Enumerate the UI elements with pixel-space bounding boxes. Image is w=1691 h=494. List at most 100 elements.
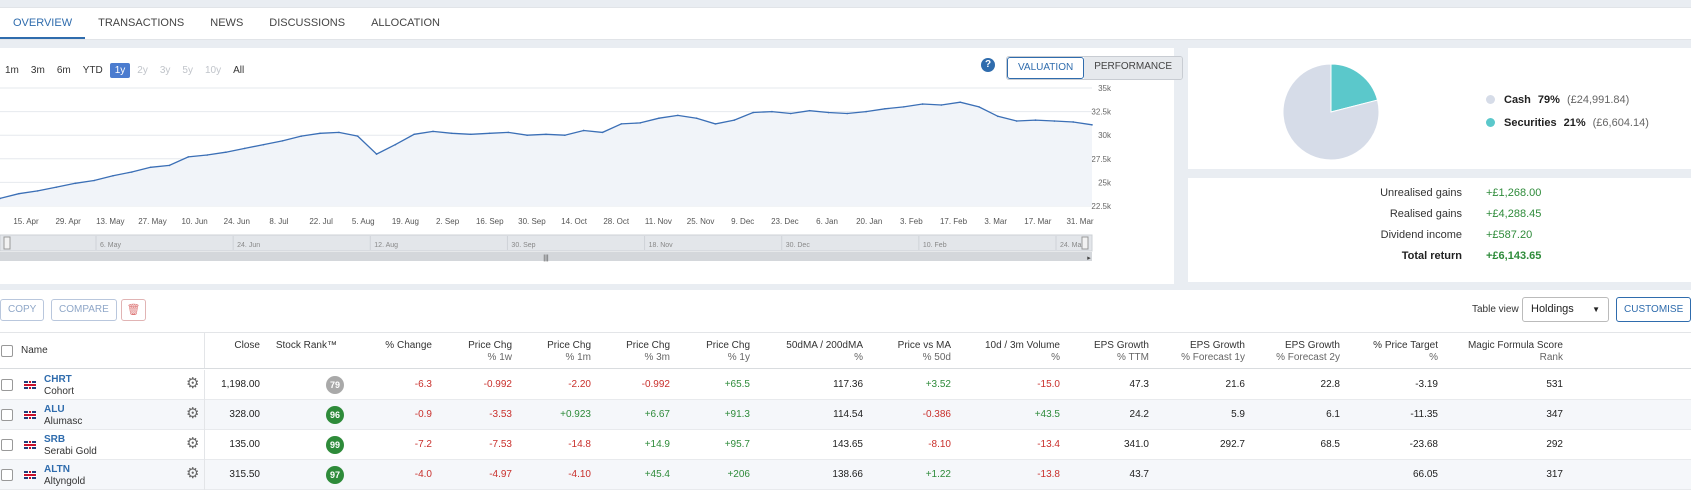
data-point xyxy=(733,119,736,121)
delete-button[interactable]: 🗑 xyxy=(121,299,146,321)
data-point xyxy=(394,143,397,146)
row-checkbox[interactable] xyxy=(1,439,13,451)
ticker-link[interactable]: SRB xyxy=(44,434,66,445)
column-header-title: 50dMA / 200dMA xyxy=(786,340,863,351)
performance-toggle-button[interactable]: PERFORMANCE xyxy=(1084,57,1182,79)
cell-pt: -11.35 xyxy=(1410,409,1438,420)
header-separator xyxy=(204,333,205,368)
cell-eps_ttm: 47.3 xyxy=(1129,379,1149,390)
row-checkbox[interactable] xyxy=(1,469,13,481)
column-header-2[interactable]: Stock Rank™ xyxy=(276,340,337,352)
column-header-1[interactable]: Close xyxy=(234,340,260,352)
column-header-title: EPS Growth xyxy=(1189,340,1245,351)
table-view-value: Holdings xyxy=(1531,303,1574,315)
legend-percent: 21% xyxy=(1563,116,1586,129)
column-header-0[interactable]: Name xyxy=(21,345,48,357)
tab-overview[interactable]: OVERVIEW xyxy=(0,8,86,39)
period-all[interactable]: All xyxy=(233,65,245,76)
cell-m3: +14.9 xyxy=(644,439,670,450)
data-point xyxy=(695,117,698,120)
cell-m1: -4.10 xyxy=(568,469,591,480)
cell-w1: -4.97 xyxy=(489,469,512,480)
data-point xyxy=(526,134,528,136)
gear-icon[interactable]: ⚙ xyxy=(186,435,200,452)
column-header-6[interactable]: Price Chg% 3m xyxy=(626,340,670,364)
cell-eps_f1: 292.7 xyxy=(1219,439,1245,450)
data-point xyxy=(488,132,491,135)
column-header-9[interactable]: Price vs MA% 50d xyxy=(898,340,951,364)
allocation-legend: Cash 79% (£24,991.84) Securities 21% (£6,604.… xyxy=(1486,88,1649,134)
data-point xyxy=(451,132,453,135)
table-view-select[interactable]: Holdings ▼ xyxy=(1522,297,1609,322)
ticker-link[interactable]: ALU xyxy=(44,404,65,415)
row-separator xyxy=(204,370,205,400)
ticker-link[interactable]: CHRT xyxy=(44,374,72,385)
row-checkbox[interactable] xyxy=(1,409,13,421)
column-header-7[interactable]: Price Chg% 1y xyxy=(706,340,750,364)
row-checkbox[interactable] xyxy=(1,379,13,391)
navigator-right-arrow: ▸ xyxy=(1087,255,1091,262)
data-point xyxy=(865,110,867,113)
cell-pvma: -0.386 xyxy=(922,409,951,420)
cell-m1: +0.923 xyxy=(560,409,591,420)
period-3m[interactable]: 3m xyxy=(30,65,45,76)
period-selector: 1m 3m 6m YTD 1y 2y 3y 5y 10y All xyxy=(0,63,249,78)
tab-news[interactable]: NEWS xyxy=(210,17,244,29)
period-6m[interactable]: 6m xyxy=(56,65,71,76)
returns-panel: Unrealised gains +£1,268.00 Realised gains… xyxy=(1188,178,1691,282)
cell-mf: 292 xyxy=(1546,439,1563,450)
select-all-checkbox[interactable] xyxy=(1,345,13,357)
data-point xyxy=(55,186,58,188)
help-icon[interactable]: ? xyxy=(981,58,995,72)
data-point xyxy=(1091,124,1093,126)
column-header-8[interactable]: 50dMA / 200dMA% xyxy=(786,340,863,364)
column-header-13[interactable]: EPS Growth% Forecast 2y xyxy=(1276,340,1340,364)
period-ytd[interactable]: YTD xyxy=(82,65,103,76)
cell-m3: +45.4 xyxy=(644,469,670,480)
legend-label: Securities xyxy=(1504,116,1557,129)
column-header-subtitle: % 50d xyxy=(922,352,951,363)
x-tick-label: 2. Sep xyxy=(436,217,460,226)
tab-allocation[interactable]: ALLOCATION xyxy=(371,17,440,29)
gear-icon[interactable]: ⚙ xyxy=(186,465,200,482)
column-header-12[interactable]: EPS Growth% Forecast 1y xyxy=(1181,340,1245,364)
column-header-10[interactable]: 10d / 3m Volume% xyxy=(985,340,1060,364)
navigator-label: 12. Aug xyxy=(374,242,398,249)
company-name: Alumasc xyxy=(44,416,83,427)
data-point xyxy=(93,179,95,182)
x-tick-label: 17. Mar xyxy=(1024,217,1051,226)
stock-rank-badge: 79 xyxy=(326,376,344,394)
period-1m[interactable]: 1m xyxy=(5,65,19,76)
cell-pvma: +3.52 xyxy=(925,379,951,390)
period-1y[interactable]: 1y xyxy=(109,63,131,78)
x-tick-label: 20. Jan xyxy=(856,217,882,226)
copy-button[interactable]: COPY xyxy=(0,299,45,321)
column-header-5[interactable]: Price Chg% 1m xyxy=(547,340,591,364)
ticker-link[interactable]: ALTN xyxy=(44,464,70,475)
data-point xyxy=(1053,120,1056,122)
column-header-4[interactable]: Price Chg% 1w xyxy=(468,340,512,364)
series-area xyxy=(0,102,1092,206)
column-header-title: Name xyxy=(21,345,48,356)
return-label: Total return xyxy=(1401,250,1462,262)
column-header-15[interactable]: Magic Formula Score Rank xyxy=(1468,340,1563,364)
data-point xyxy=(187,156,190,158)
tab-discussions[interactable]: DISCUSSIONS xyxy=(269,17,346,29)
customise-button[interactable]: CUSTOMISE xyxy=(1616,297,1691,322)
x-tick-label: 24. Jun xyxy=(224,217,250,226)
period-3y: 3y xyxy=(159,65,171,76)
x-tick-label: 27. May xyxy=(138,217,166,226)
valuation-toggle-button[interactable]: VALUATION xyxy=(1007,57,1085,79)
x-tick-label: 15. Apr xyxy=(13,217,39,226)
gear-icon[interactable]: ⚙ xyxy=(186,405,200,422)
period-5y: 5y xyxy=(182,65,193,76)
navigator-label: 30. Dec xyxy=(786,242,811,249)
gear-icon[interactable]: ⚙ xyxy=(186,375,200,392)
compare-button[interactable]: COMPARE xyxy=(51,299,117,321)
column-header-11[interactable]: EPS Growth% TTM xyxy=(1094,340,1149,364)
x-tick-label: 10. Jun xyxy=(182,217,208,226)
tab-transactions[interactable]: TRANSACTIONS xyxy=(98,17,185,29)
column-header-14[interactable]: % Price Target% xyxy=(1373,340,1438,364)
cell-ma: 117.36 xyxy=(833,379,863,390)
column-header-3[interactable]: % Change xyxy=(385,340,432,352)
